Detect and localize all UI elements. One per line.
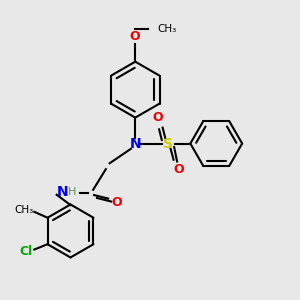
Text: O: O [129,30,140,43]
Text: O: O [173,163,184,176]
Text: O: O [111,196,122,209]
Text: N: N [130,136,141,151]
Text: S: S [163,136,173,151]
Text: H: H [68,187,77,197]
Text: CH₃: CH₃ [158,24,177,34]
Text: CH₃: CH₃ [14,206,34,215]
Text: O: O [153,111,163,124]
Text: Cl: Cl [20,245,33,258]
Text: N: N [56,185,68,199]
